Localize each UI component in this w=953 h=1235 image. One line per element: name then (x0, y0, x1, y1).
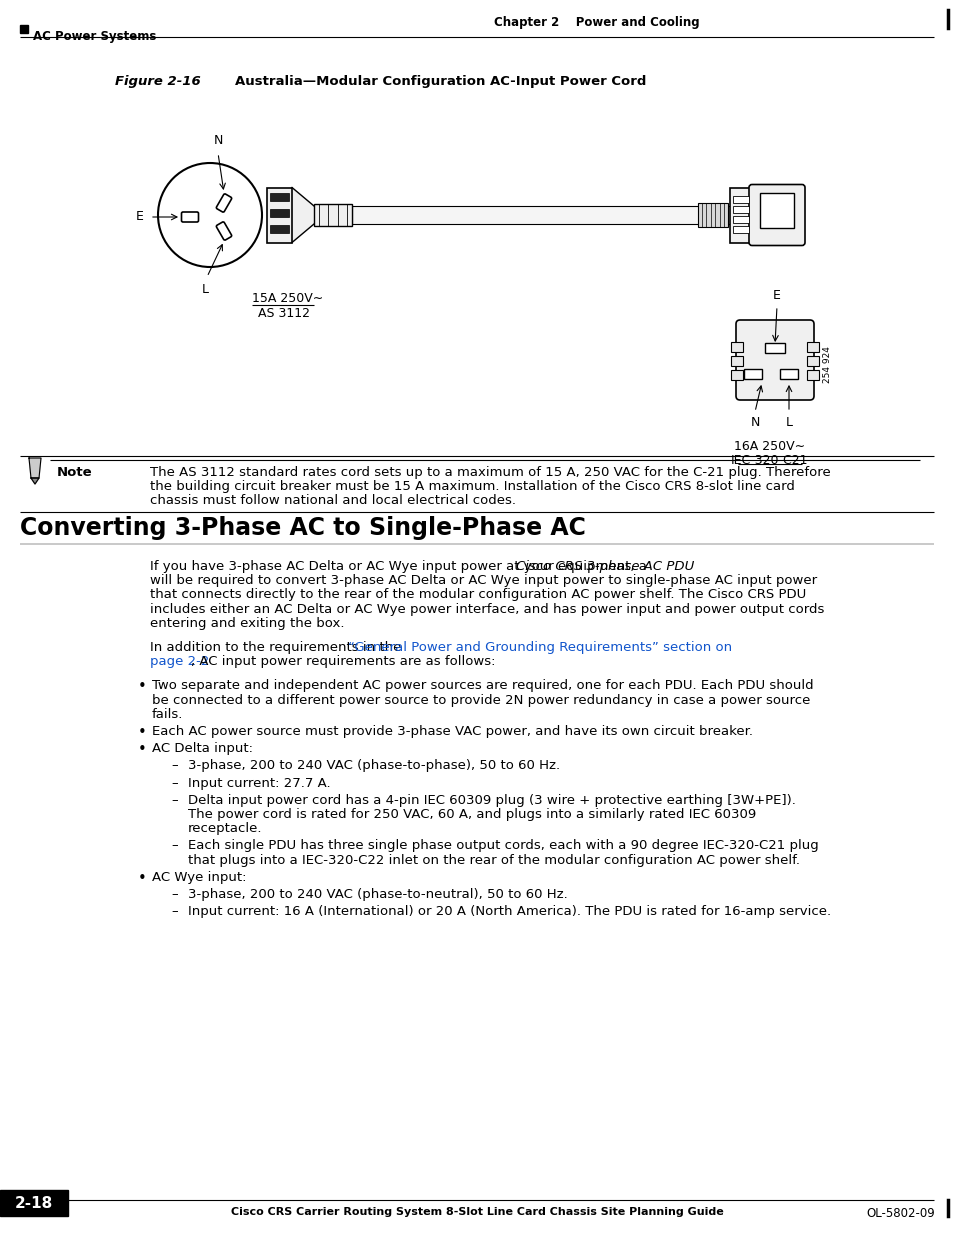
Bar (352, 206, 729, 224)
Text: AC Delta input:: AC Delta input: (152, 742, 253, 755)
FancyBboxPatch shape (760, 193, 793, 227)
Text: The power cord is rated for 250 VAC, 60 A, and plugs into a similarly rated IEC : The power cord is rated for 250 VAC, 60 … (188, 808, 756, 821)
FancyBboxPatch shape (270, 209, 289, 217)
Text: that plugs into a IEC-320-C22 inlet on the rear of the modular configuration AC : that plugs into a IEC-320-C22 inlet on t… (188, 853, 800, 867)
Text: receptacle.: receptacle. (188, 823, 262, 835)
FancyBboxPatch shape (806, 356, 818, 366)
Bar (732, 196, 748, 203)
FancyBboxPatch shape (314, 204, 352, 226)
Text: –: – (172, 794, 178, 806)
Text: •: • (137, 725, 146, 740)
Text: AC Power Systems: AC Power Systems (33, 30, 156, 43)
Text: In addition to the requirements in the: In addition to the requirements in the (150, 641, 405, 655)
Text: will be required to convert 3-phase AC Delta or AC Wye input power to single-pha: will be required to convert 3-phase AC D… (150, 574, 817, 587)
Text: The AS 3112 standard rates cord sets up to a maximum of 15 A, 250 VAC for the C-: The AS 3112 standard rates cord sets up … (150, 466, 830, 479)
Text: AS 3112: AS 3112 (257, 308, 310, 320)
Text: •: • (137, 871, 146, 885)
FancyBboxPatch shape (730, 356, 742, 366)
Text: E: E (136, 210, 144, 224)
Bar (732, 216, 748, 224)
Text: , AC input power requirements are as follows:: , AC input power requirements are as fol… (191, 656, 495, 668)
Text: Input current: 27.7 A.: Input current: 27.7 A. (188, 777, 331, 789)
Text: includes either an AC Delta or AC Wye power interface, and has power input and p: includes either an AC Delta or AC Wye po… (150, 603, 823, 615)
Text: OL-5802-09: OL-5802-09 (865, 1207, 934, 1220)
FancyBboxPatch shape (735, 320, 813, 400)
Polygon shape (30, 478, 39, 484)
Text: 15A 250V∼: 15A 250V∼ (252, 291, 323, 305)
Text: N: N (213, 135, 222, 147)
Text: “General Power and Grounding Requirements” section on: “General Power and Grounding Requirement… (348, 641, 732, 655)
Text: Note: Note (57, 466, 92, 479)
Text: fails.: fails. (152, 708, 183, 721)
Bar (732, 206, 748, 212)
Text: 254 924: 254 924 (822, 347, 832, 383)
Bar (20, 25, 28, 33)
Text: Figure 2-16: Figure 2-16 (115, 75, 200, 88)
Text: –: – (172, 777, 178, 789)
FancyBboxPatch shape (729, 188, 751, 242)
Bar (698, 203, 727, 227)
Text: If you have 3-phase AC Delta or AC Wye input power at your equipment, a: If you have 3-phase AC Delta or AC Wye i… (150, 559, 651, 573)
Bar (732, 226, 748, 233)
FancyBboxPatch shape (743, 369, 761, 379)
FancyBboxPatch shape (748, 184, 804, 246)
FancyBboxPatch shape (270, 193, 289, 201)
Text: N: N (749, 416, 759, 429)
FancyBboxPatch shape (806, 342, 818, 352)
Text: the building circuit breaker must be 15 A maximum. Installation of the Cisco CRS: the building circuit breaker must be 15 … (150, 480, 794, 493)
Text: Input current: 16 A (International) or 20 A (North America). The PDU is rated fo: Input current: 16 A (International) or 2… (188, 905, 830, 918)
Text: Cisco CRS Carrier Routing System 8-Slot Line Card Chassis Site Planning Guide: Cisco CRS Carrier Routing System 8-Slot … (231, 1207, 722, 1216)
Text: –: – (172, 888, 178, 902)
FancyBboxPatch shape (764, 343, 784, 353)
Bar (0, 1191, 68, 1216)
Text: 16A 250V∼: 16A 250V∼ (734, 440, 804, 453)
Text: –: – (172, 840, 178, 852)
Text: •: • (137, 679, 146, 694)
Text: L: L (784, 416, 792, 429)
FancyBboxPatch shape (780, 369, 797, 379)
Text: IEC-320-C21: IEC-320-C21 (731, 454, 808, 467)
Text: AC Wye input:: AC Wye input: (152, 871, 246, 884)
Text: •: • (137, 742, 146, 757)
FancyBboxPatch shape (730, 342, 742, 352)
Polygon shape (292, 188, 314, 242)
FancyBboxPatch shape (730, 370, 742, 380)
Text: Two separate and independent AC power sources are required, one for each PDU. Ea: Two separate and independent AC power so… (152, 679, 813, 693)
FancyBboxPatch shape (267, 188, 292, 242)
FancyBboxPatch shape (270, 225, 289, 233)
Text: 2-18: 2-18 (15, 1195, 53, 1210)
Text: E: E (772, 289, 781, 303)
Text: Chapter 2    Power and Cooling: Chapter 2 Power and Cooling (494, 16, 700, 28)
Text: L: L (201, 283, 209, 296)
FancyBboxPatch shape (806, 370, 818, 380)
Text: Converting 3-Phase AC to Single-Phase AC: Converting 3-Phase AC to Single-Phase AC (20, 516, 585, 540)
Text: Delta input power cord has a 4-pin IEC 60309 plug (3 wire + protective earthing : Delta input power cord has a 4-pin IEC 6… (188, 794, 795, 806)
Text: that connects directly to the rear of the modular configuration AC power shelf. : that connects directly to the rear of th… (150, 588, 805, 601)
Text: Australia—Modular Configuration AC-Input Power Cord: Australia—Modular Configuration AC-Input… (234, 75, 646, 88)
Text: entering and exiting the box.: entering and exiting the box. (150, 616, 344, 630)
Text: Cisco CRS 3-phase AC PDU: Cisco CRS 3-phase AC PDU (516, 559, 694, 573)
Text: be connected to a different power source to provide 2N power redundancy in case : be connected to a different power source… (152, 694, 809, 706)
Text: 3-phase, 200 to 240 VAC (phase-to-phase), 50 to 60 Hz.: 3-phase, 200 to 240 VAC (phase-to-phase)… (188, 760, 559, 772)
Text: –: – (172, 760, 178, 772)
Text: chassis must follow national and local electrical codes.: chassis must follow national and local e… (150, 494, 516, 508)
Text: page 2-2: page 2-2 (150, 656, 209, 668)
Text: 3-phase, 200 to 240 VAC (phase-to-neutral), 50 to 60 Hz.: 3-phase, 200 to 240 VAC (phase-to-neutra… (188, 888, 567, 902)
Text: Each AC power source must provide 3-phase VAC power, and have its own circuit br: Each AC power source must provide 3-phas… (152, 725, 752, 739)
Polygon shape (29, 458, 41, 478)
Text: Each single PDU has three single phase output cords, each with a 90 degree IEC-3: Each single PDU has three single phase o… (188, 840, 818, 852)
Text: –: – (172, 905, 178, 918)
